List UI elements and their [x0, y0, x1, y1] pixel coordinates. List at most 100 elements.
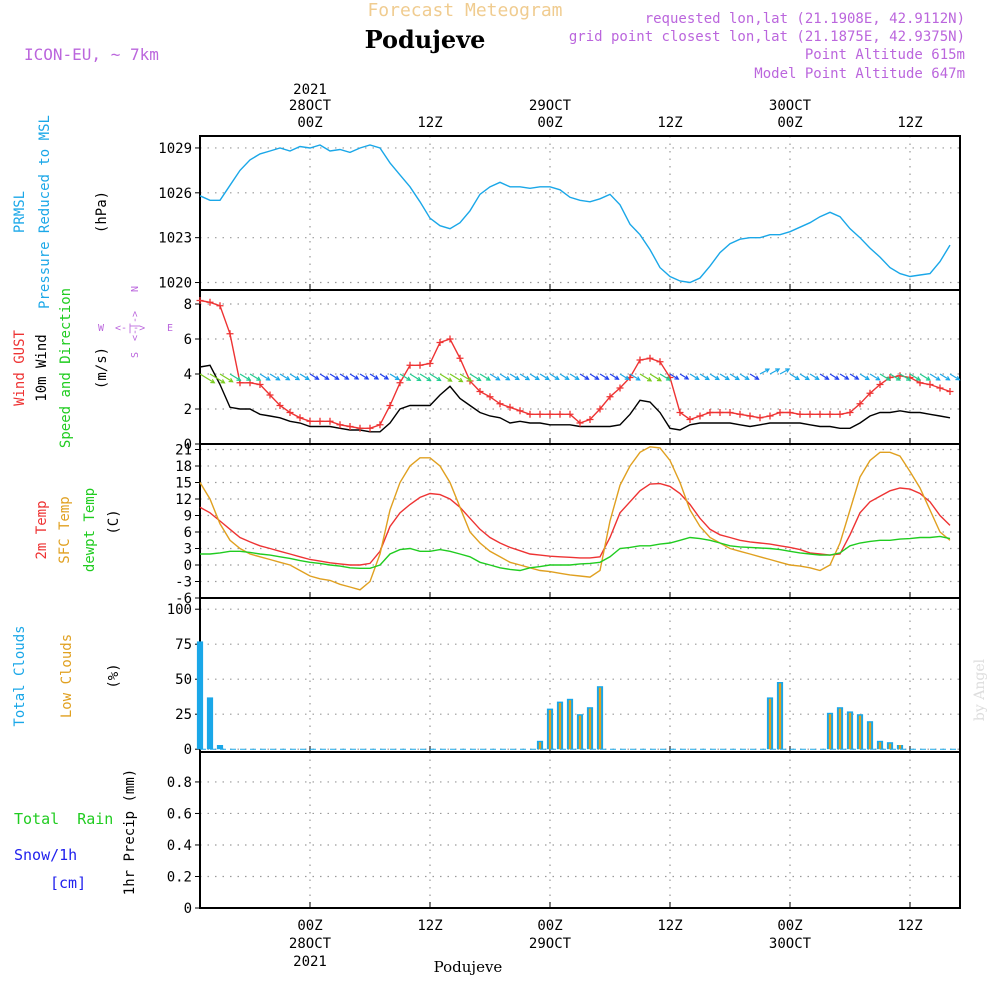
gust-marker: [846, 409, 854, 416]
wind-arrow: [199, 373, 215, 384]
wind10-label: 10m Wind: [34, 334, 50, 401]
bottom-time-hour: 00Z: [297, 918, 322, 934]
wind-arrow-head: [604, 375, 610, 380]
low-cloud-bar: [828, 714, 832, 750]
pressure-line: [199, 144, 951, 284]
ytick-label-wind: 0: [184, 437, 192, 453]
gust-marker: [336, 421, 344, 429]
gust-marker: [316, 417, 324, 425]
wind-arrow-head: [285, 375, 291, 381]
ytick-label-pressure: 1026: [158, 186, 192, 202]
wind-arrow-head: [344, 375, 350, 380]
wind-arrow: [819, 373, 829, 380]
wind-arrow: [489, 373, 500, 381]
compass-lr: <-|->: [115, 323, 145, 334]
wind-arrow: [219, 373, 233, 383]
wind-arrow: [359, 373, 369, 380]
wind-arrow: [749, 373, 759, 380]
low-cloud-bar: [548, 710, 552, 750]
wind-speed-label: Speed and Direction: [58, 288, 74, 448]
gust-marker: [636, 356, 644, 364]
gust-marker: [386, 402, 394, 409]
gust-marker: [876, 381, 884, 388]
wind-arrow: [339, 373, 349, 380]
wind-arrow-head: [834, 375, 840, 380]
plot-layer: 102010231026102902468-6-3036912151821025…: [158, 82, 961, 970]
gust-marker: [766, 412, 774, 420]
wind-arrow: [529, 373, 540, 380]
dewpt-label: dewpt Temp: [82, 488, 98, 572]
ytick-label-wind: 8: [184, 297, 192, 313]
wind-arrow-head: [844, 375, 850, 380]
gust-marker: [346, 423, 354, 430]
wind-arrow: [369, 373, 379, 380]
ytick-label-clouds: 25: [175, 707, 192, 723]
wind-arrow-head: [495, 376, 501, 381]
wind-arrow: [759, 368, 770, 375]
wind-arrow: [439, 373, 452, 382]
wind-arrow-head: [534, 375, 540, 381]
wind-arrow-head: [955, 375, 961, 381]
wind-arrow-head: [945, 376, 951, 381]
compass-n: N: [130, 286, 141, 292]
point-altitude: Point Altitude 615m: [805, 47, 965, 63]
gust-marker: [706, 409, 714, 416]
wind-arrow: [849, 373, 859, 380]
wind-arrow: [509, 373, 520, 380]
gust-marker: [606, 393, 614, 401]
gust-marker: [596, 405, 604, 413]
gust-marker: [226, 330, 234, 338]
bottom-time-date: 29OCT: [529, 936, 572, 952]
location-title: Podujeve: [365, 25, 486, 54]
sfc-label: SFC Temp: [57, 496, 73, 563]
gust-marker: [376, 421, 384, 429]
wind-arrow-head: [514, 375, 520, 381]
wind-arrow: [449, 373, 463, 383]
model-label: ICON-EU, ~ 7km: [24, 45, 159, 64]
panel-temperature: [195, 443, 961, 599]
gust-marker: [456, 354, 464, 362]
wind-arrow: [459, 373, 472, 382]
wind-arrow: [929, 373, 941, 381]
wind-arrow: [919, 373, 931, 381]
ytick-label-precip: 0.8: [167, 775, 192, 791]
wind-arrow-head: [935, 376, 941, 381]
cloud-labels: Total Clouds Low Clouds (%): [12, 625, 122, 726]
gust-marker: [196, 297, 204, 304]
wind-arrow: [699, 373, 710, 380]
gust-marker: [496, 400, 504, 408]
wind-arrow-head: [265, 376, 271, 381]
wind-arrow-head: [394, 375, 400, 381]
precip-labels: Total Rain Snow/1h [cm] 1hr Precip (mm): [14, 769, 138, 895]
wind-arrow: [399, 373, 411, 381]
low-cloud-bar: [568, 700, 572, 750]
wind-arrow: [889, 373, 901, 381]
gust-marker: [506, 403, 514, 411]
gust-marker: [436, 339, 444, 346]
wind-arrow-head: [665, 376, 671, 381]
ytick-label-precip: 0.4: [167, 838, 192, 854]
gust-marker: [826, 410, 834, 418]
wind-arrow-head: [458, 377, 464, 383]
wind-arrow: [949, 373, 960, 381]
temp-line-2: [200, 535, 951, 572]
wind-arrow: [909, 373, 921, 381]
gust-marker: [356, 424, 364, 432]
wind-arrow-head: [373, 375, 380, 380]
ytick-label-temperature: -3: [175, 575, 192, 591]
wind-arrow: [769, 368, 780, 375]
wind-arrow: [209, 373, 225, 384]
footer-location: Podujeve: [434, 958, 503, 976]
wind-arrow: [259, 373, 271, 381]
wind-arrow-head: [656, 376, 662, 382]
wind-arrow: [879, 373, 891, 381]
wind-arrow: [579, 373, 589, 380]
low-cloud-bar: [888, 743, 892, 750]
bottom-time-hour: 12Z: [657, 918, 682, 934]
gust-marker: [816, 410, 824, 418]
wind-arrow-head: [925, 376, 931, 381]
wind-arrow: [859, 373, 870, 380]
wind-arrow: [709, 373, 720, 380]
ytick-label-wind: 4: [184, 367, 192, 383]
wind-arrow: [289, 373, 300, 381]
